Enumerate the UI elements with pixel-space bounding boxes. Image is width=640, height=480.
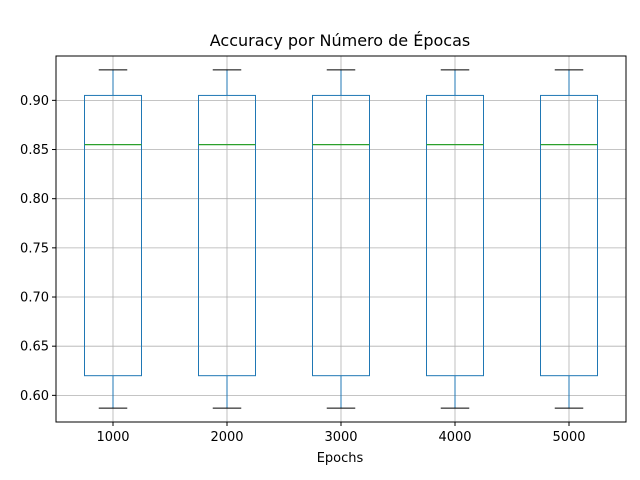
box-4000 — [426, 69, 484, 409]
iqr-box — [84, 94, 142, 377]
box-1000 — [84, 69, 142, 409]
y-tick-label: 0.65 — [20, 340, 49, 355]
box-layer — [84, 69, 598, 409]
y-tick-label: 0.70 — [20, 291, 49, 306]
x-tick-label: 4000 — [438, 430, 471, 445]
iqr-box — [198, 94, 256, 377]
x-axis-label: Epochs — [317, 451, 364, 466]
iqr-box — [312, 94, 370, 377]
iqr-box — [540, 94, 598, 377]
y-tick-label: 0.85 — [20, 143, 49, 158]
box-3000 — [312, 69, 370, 409]
x-tick-label: 2000 — [210, 430, 243, 445]
box-5000 — [540, 69, 598, 409]
y-tick-label: 0.75 — [20, 241, 49, 256]
chart-title: Accuracy por Número de Épocas — [210, 31, 470, 50]
box-2000 — [198, 69, 256, 409]
y-tick-label: 0.60 — [20, 389, 49, 404]
tick-layer: 0.60 0.65 0.70 0.75 0.80 0.85 0.90 1000 2000 3000… — [20, 94, 586, 445]
x-tick-label: 5000 — [552, 430, 585, 445]
grid-layer — [56, 56, 626, 422]
y-tick-label: 0.90 — [20, 94, 49, 109]
x-tick-label: 1000 — [96, 430, 129, 445]
iqr-box — [426, 94, 484, 377]
x-tick-label: 3000 — [324, 430, 357, 445]
y-tick-label: 0.80 — [20, 192, 49, 207]
